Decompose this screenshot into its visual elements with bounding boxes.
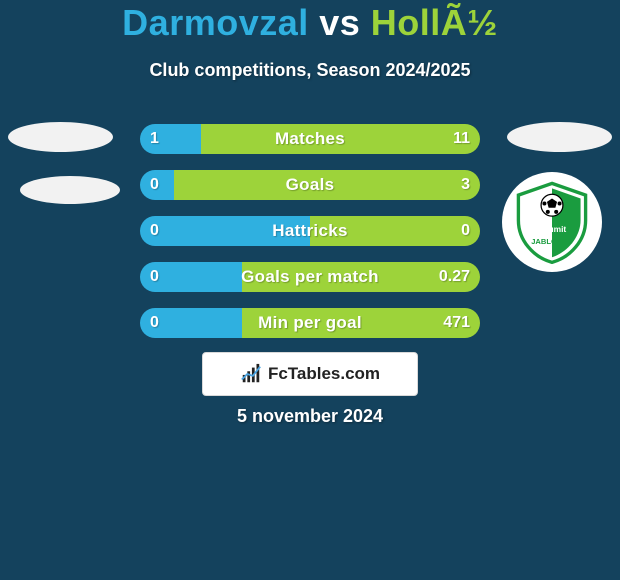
stat-row: Min per goal0 471 <box>140 308 480 338</box>
stat-row: Matches111 <box>140 124 480 154</box>
stat-label: Goals <box>140 170 480 200</box>
player2-name: HollÃ½ <box>371 2 498 43</box>
player2-club-logo: Baumit JABLONEC <box>502 172 602 272</box>
stat-value-left: 0 <box>150 216 159 246</box>
stat-value-right: 471 <box>443 308 470 338</box>
svg-text:JABLONEC: JABLONEC <box>531 237 573 246</box>
player1-badge-placeholder-1 <box>8 122 113 152</box>
stat-value-right: 0.27 <box>439 262 470 292</box>
comparison-bars: Matches111Goals03Hattricks00Goals per ma… <box>140 124 480 354</box>
stat-value-left: 0 <box>150 170 159 200</box>
player1-badge-placeholder-2 <box>20 176 120 204</box>
stat-value-left: 1 <box>150 124 159 154</box>
stat-label: Hattricks <box>140 216 480 246</box>
comparison-infographic: Darmovzal vs HollÃ½ Club competitions, S… <box>0 0 620 580</box>
svg-text:Baumit: Baumit <box>538 224 567 234</box>
vs-text: vs <box>309 2 371 43</box>
stat-value-left: 0 <box>150 262 159 292</box>
stat-label: Goals per match <box>140 262 480 292</box>
stat-value-right: 11 <box>453 124 470 154</box>
stat-label: Min per goal <box>140 308 480 338</box>
watermark-text: FcTables.com <box>268 364 380 384</box>
stat-label: Matches <box>140 124 480 154</box>
generation-date: 5 november 2024 <box>0 406 620 427</box>
club-shield-icon: Baumit JABLONEC <box>510 180 594 264</box>
page-title: Darmovzal vs HollÃ½ <box>0 2 620 44</box>
player2-badge-placeholder-1 <box>507 122 612 152</box>
stat-row: Goals0 3 <box>140 170 480 200</box>
stat-value-right: 3 <box>461 170 470 200</box>
stat-value-left: 0 <box>150 308 159 338</box>
watermark: FcTables.com <box>202 352 418 396</box>
player1-name: Darmovzal <box>122 2 309 43</box>
subtitle: Club competitions, Season 2024/2025 <box>0 60 620 81</box>
bar-chart-icon <box>240 363 262 385</box>
stat-value-right: 0 <box>461 216 470 246</box>
stat-row: Goals per match0 0.27 <box>140 262 480 292</box>
stat-row: Hattricks0 0 <box>140 216 480 246</box>
